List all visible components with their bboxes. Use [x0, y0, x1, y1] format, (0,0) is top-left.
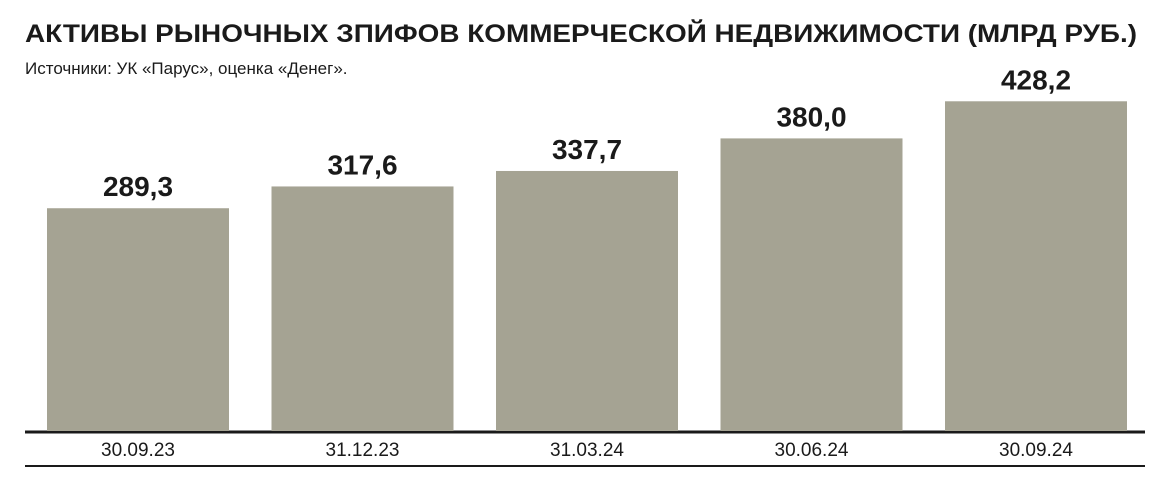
value-label: 317,6: [327, 149, 397, 180]
x-tick-label: 30.09.24: [999, 440, 1073, 461]
bar: [496, 170, 678, 431]
bar: [47, 208, 229, 431]
value-label: 380,0: [776, 101, 846, 132]
value-label: 337,7: [552, 134, 622, 165]
bar: [945, 101, 1127, 431]
x-tick-label: 30.09.23: [101, 440, 175, 461]
x-tick-label: 31.12.23: [326, 440, 400, 461]
x-tick-label: 31.03.24: [550, 440, 624, 461]
chart-subtitle: Источники: УК «Парус», оценка «Денег».: [25, 59, 348, 78]
bar: [720, 138, 903, 431]
bar: [271, 186, 454, 431]
chart-title: АКТИВЫ РЫНОЧНЫХ ЗПИФОВ КОММЕРЧЕСКОЙ НЕДВ…: [25, 18, 1137, 48]
value-label: 289,3: [103, 171, 173, 202]
x-tick-label: 30.06.24: [775, 440, 849, 461]
value-label: 428,2: [1001, 64, 1071, 95]
